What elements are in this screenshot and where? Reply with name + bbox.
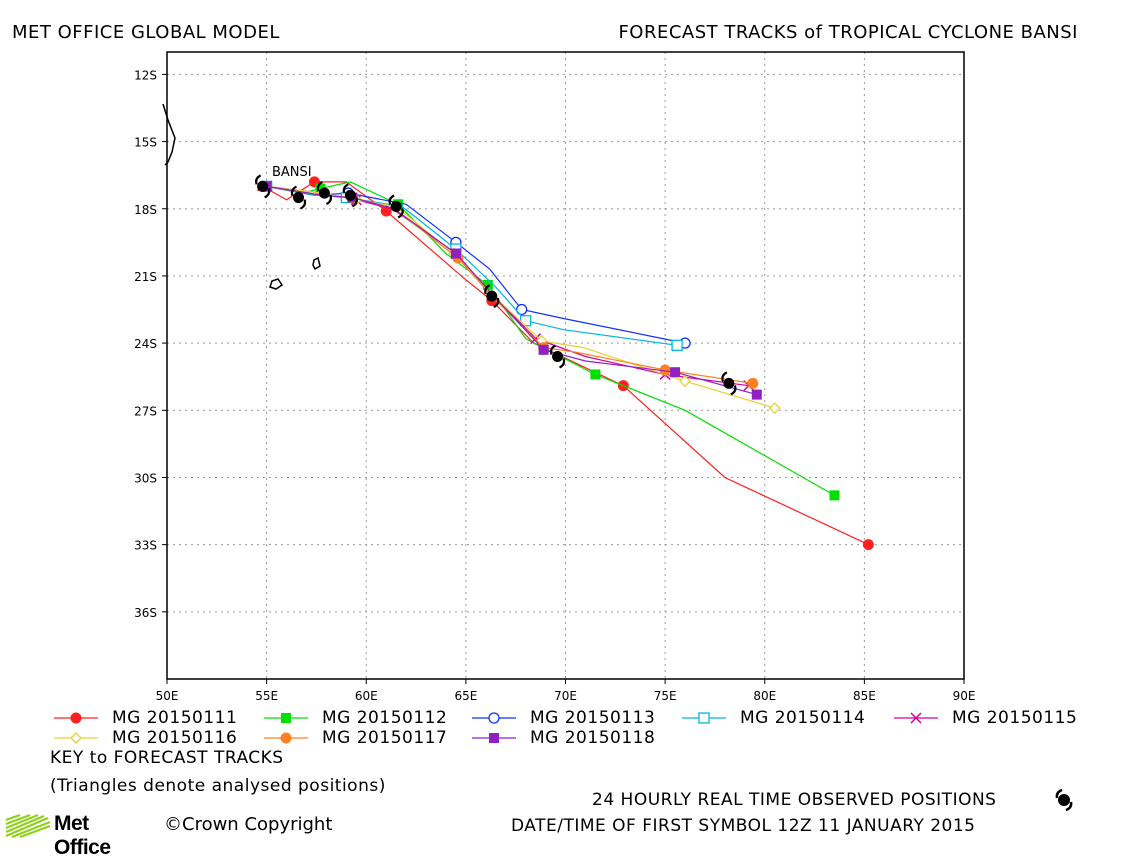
observed-note: 24 HOURLY REAL TIME OBSERVED POSITIONS [592, 790, 997, 810]
track-point [315, 183, 326, 194]
legend-label: MG 20150113 [530, 708, 656, 728]
lon-tick-label: 55E [255, 689, 278, 700]
observed-cyclone-symbol [316, 181, 333, 206]
legend-label: MG 20150112 [322, 708, 448, 728]
lon-tick-label: 90E [953, 689, 976, 700]
date-note: DATE/TIME OF FIRST SYMBOL 12Z 11 JANUARY… [511, 816, 976, 836]
storm-name-label: BANSI [272, 165, 312, 180]
track-point [751, 389, 762, 400]
observed-cyclone-symbol [255, 174, 271, 199]
track-point [516, 303, 528, 316]
legend-marker [910, 712, 922, 724]
legend: MG 20150111 MG 20150112 MG 20150113 MG 2015… [0, 700, 1130, 840]
track-point [482, 279, 493, 290]
lat-tick-label: 15S [134, 136, 157, 150]
legend-swatch [264, 732, 308, 744]
track-line [266, 181, 835, 496]
key-title: KEY to FORECAST TRACKS [50, 748, 284, 768]
madagascar-coast [162, 103, 176, 166]
lon-tick-label: 70E [554, 689, 577, 700]
lat-tick-label: 12S [134, 68, 157, 82]
header-right-title: FORECAST TRACKS of TROPICAL CYCLONE BANS… [618, 22, 1078, 43]
legend-marker [70, 712, 82, 724]
legend-swatch [264, 713, 308, 723]
observed-cyclone-symbol [549, 344, 566, 369]
lon-tick-label: 65E [454, 689, 477, 700]
legend-marker [280, 732, 292, 744]
lon-tick-label: 75E [654, 689, 677, 700]
lon-tick-label: 50E [156, 689, 179, 700]
track-line [266, 185, 757, 396]
track-line [266, 185, 686, 344]
legend-label: MG 20150114 [740, 708, 866, 728]
met-office-brand: Met Office ©Crown Copyright [4, 812, 332, 859]
legend-marker [70, 732, 82, 744]
observed-cyclone-symbol [388, 194, 404, 219]
map-grid [167, 52, 964, 679]
observed-cyclone-symbol [484, 284, 500, 309]
legend-label: MG 20150115 [952, 708, 1078, 728]
track-mg-20150115 [260, 180, 755, 392]
legend-label: MG 20150116 [112, 728, 238, 748]
observed-positions [255, 174, 737, 396]
lat-tick-label: 33S [134, 539, 157, 553]
reunion-island [269, 278, 284, 290]
observed-cyclone-symbol [342, 183, 358, 208]
legend-label: MG 20150111 [112, 708, 238, 728]
legend-swatch [682, 712, 726, 724]
lat-tick-label: 24S [134, 337, 157, 351]
legend-swatch [472, 733, 516, 743]
observed-cyclone-symbol [290, 185, 307, 210]
track-mg-20150118 [260, 180, 762, 400]
track-mg-20150116 [260, 180, 781, 414]
lon-tick-label: 85E [853, 689, 876, 700]
track-point [768, 402, 781, 414]
track-point [450, 248, 461, 259]
legend-swatch [472, 712, 516, 724]
track-line [266, 185, 749, 387]
observed-cyclone-symbol [721, 371, 737, 396]
lon-tick-label: 80E [753, 689, 776, 700]
track-point [671, 339, 683, 351]
track-mg-20150114 [260, 180, 683, 351]
copyright-text: ©Crown Copyright [164, 814, 333, 835]
key-note: (Triangles denote analysed positions) [50, 776, 386, 796]
legend-swatch [54, 732, 98, 744]
legend-marker [488, 712, 500, 724]
track-point [862, 539, 874, 551]
lon-tick-label: 60E [355, 689, 378, 700]
track-line [266, 185, 753, 384]
legend-marker [281, 713, 291, 723]
track-point [679, 375, 691, 388]
legend-label: MG 20150117 [322, 728, 448, 748]
lat-tick-label: 36S [134, 606, 157, 620]
lat-tick-label: 21S [134, 270, 157, 284]
track-point [538, 344, 549, 355]
header-left-title: MET OFFICE GLOBAL MODEL [12, 22, 280, 43]
track-mg-20150112 [260, 180, 840, 501]
track-mg-20150113 [260, 180, 691, 349]
legend-swatch [894, 712, 938, 724]
axis-labels: 50E 55E 60E 65E 70E 75E 80E 85E 90E 12S 15S 18S 21S 2… [134, 68, 975, 700]
track-point [829, 490, 840, 501]
track-point [590, 369, 601, 380]
met-office-logo-icon [5, 813, 51, 839]
track-point [747, 377, 759, 389]
legend-marker [489, 733, 499, 743]
track-mg-20150117 [260, 180, 759, 389]
lat-tick-label: 30S [134, 471, 157, 485]
cyclone-symbol-icon [1055, 788, 1073, 812]
forecast-track-map: 50E 55E 60E 65E 70E 75E 80E 85E 90E 12S 15S 18S 21S 2… [134, 51, 975, 700]
legend-marker [698, 712, 710, 724]
legend-label: MG 20150118 [530, 728, 656, 748]
track-line [266, 185, 678, 346]
lat-tick-label: 18S [134, 203, 157, 217]
legend-swatch [54, 712, 98, 724]
track-line [262, 181, 869, 546]
track-point [670, 367, 681, 378]
mauritius-island [312, 256, 321, 271]
lat-tick-label: 27S [134, 404, 157, 418]
brand-name: Met Office [54, 812, 111, 859]
